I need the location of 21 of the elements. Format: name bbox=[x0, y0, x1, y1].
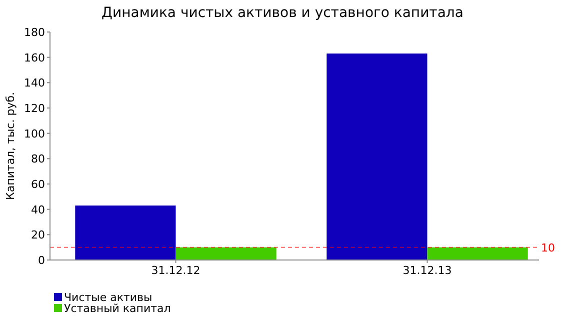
y-tick-label: 120 bbox=[24, 102, 45, 115]
y-tick-label: 20 bbox=[31, 228, 45, 242]
bar bbox=[326, 54, 428, 260]
x-tick-label: 31.12.12 bbox=[151, 264, 200, 277]
y-tick-label: 100 bbox=[24, 127, 45, 140]
ref-line-label: 10 bbox=[541, 241, 555, 254]
x-tick-label: 31.12.13 bbox=[402, 264, 452, 277]
y-tick-label: 0 bbox=[38, 254, 45, 267]
bar bbox=[75, 206, 176, 260]
legend-label: Чистые активы bbox=[64, 291, 152, 304]
y-tick-label: 180 bbox=[24, 26, 45, 39]
legend-label: Уставный капитал bbox=[64, 302, 171, 315]
bar bbox=[176, 247, 276, 260]
bar bbox=[427, 247, 528, 260]
chart-title: Динамика чистых активов и уставного капитала bbox=[102, 5, 464, 21]
y-tick-label: 60 bbox=[31, 178, 45, 191]
y-tick-label: 140 bbox=[24, 76, 45, 90]
y-tick-label: 80 bbox=[31, 152, 45, 166]
y-tick-label: 40 bbox=[31, 203, 45, 216]
y-tick-label: 160 bbox=[24, 51, 45, 64]
y-axis-title: Капитал, тыс. руб. bbox=[4, 92, 17, 200]
